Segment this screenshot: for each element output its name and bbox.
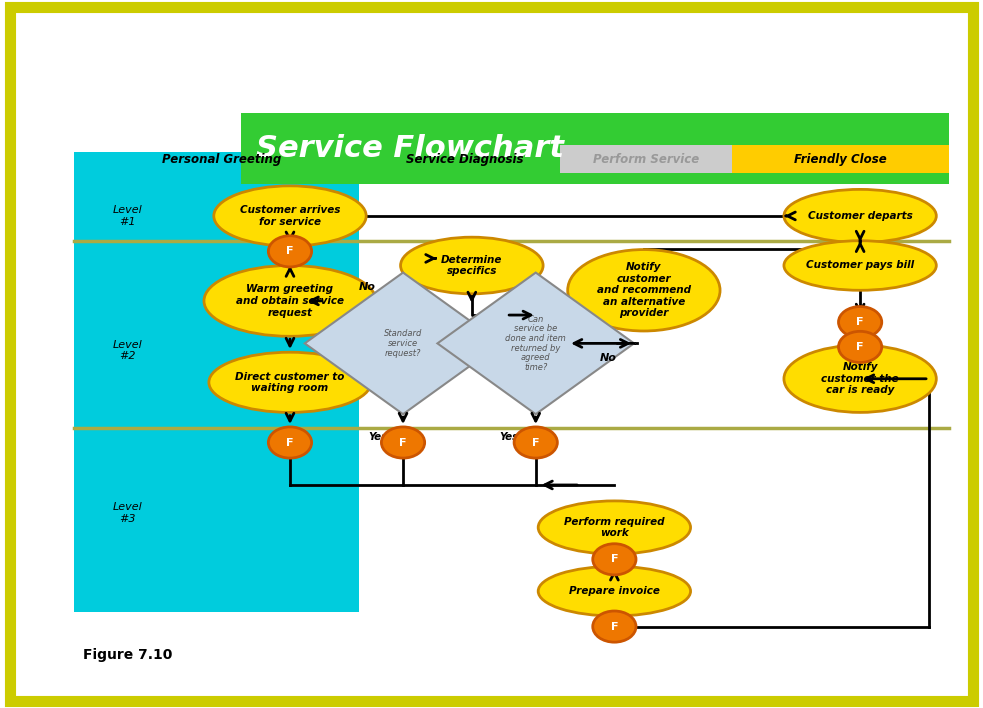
FancyBboxPatch shape — [15, 11, 968, 697]
Circle shape — [838, 331, 882, 362]
Polygon shape — [437, 273, 634, 414]
Text: Direct customer to
waiting room: Direct customer to waiting room — [235, 372, 345, 393]
Text: F: F — [286, 438, 294, 447]
Ellipse shape — [784, 241, 936, 290]
Text: Level
#1: Level #1 — [113, 205, 143, 227]
FancyBboxPatch shape — [369, 145, 560, 173]
Text: Can
service be
done and item
returned by
agreed
time?: Can service be done and item returned by… — [505, 314, 566, 372]
Text: Level
#3: Level #3 — [113, 503, 143, 524]
FancyBboxPatch shape — [732, 145, 949, 173]
Ellipse shape — [203, 266, 376, 336]
Text: Service Diagnosis: Service Diagnosis — [406, 153, 523, 166]
Text: Yes: Yes — [499, 432, 519, 442]
FancyBboxPatch shape — [241, 113, 949, 184]
Text: Service Flowchart: Service Flowchart — [256, 135, 563, 163]
Ellipse shape — [784, 190, 936, 243]
Ellipse shape — [401, 237, 543, 294]
Text: Standard
service
request?: Standard service request? — [383, 329, 423, 358]
Circle shape — [593, 544, 636, 575]
Text: No: No — [600, 353, 616, 362]
Text: Customer pays bill: Customer pays bill — [806, 261, 914, 270]
Circle shape — [381, 427, 425, 458]
Circle shape — [268, 236, 312, 267]
Ellipse shape — [213, 186, 366, 246]
Text: Perform required
work: Perform required work — [564, 517, 665, 538]
Text: No: No — [359, 282, 376, 292]
Text: F: F — [532, 438, 540, 447]
Text: F: F — [399, 438, 407, 447]
Text: Determine
specifics: Determine specifics — [441, 255, 502, 276]
Text: F: F — [610, 554, 618, 564]
FancyBboxPatch shape — [560, 145, 732, 173]
Text: F: F — [856, 317, 864, 327]
Text: Perform Service: Perform Service — [593, 153, 700, 166]
Circle shape — [838, 307, 882, 338]
Text: Yes: Yes — [369, 432, 388, 442]
Text: F: F — [286, 246, 294, 256]
Text: Friendly Close: Friendly Close — [794, 153, 887, 166]
Circle shape — [268, 427, 312, 458]
Ellipse shape — [539, 501, 690, 554]
Text: F: F — [610, 622, 618, 632]
Circle shape — [514, 427, 557, 458]
Text: Notify
customer the
car is ready: Notify customer the car is ready — [822, 362, 898, 395]
Text: Figure 7.10: Figure 7.10 — [84, 648, 172, 662]
Text: Customer arrives
for service: Customer arrives for service — [240, 205, 340, 227]
Ellipse shape — [784, 345, 936, 412]
Text: Personal Greeting: Personal Greeting — [161, 153, 281, 166]
Ellipse shape — [539, 566, 690, 616]
Circle shape — [593, 611, 636, 642]
Ellipse shape — [568, 250, 721, 331]
Text: Level
#2: Level #2 — [113, 340, 143, 361]
Text: Warm greeting
and obtain service
request: Warm greeting and obtain service request — [236, 285, 344, 317]
Text: F: F — [856, 342, 864, 352]
Polygon shape — [305, 273, 501, 414]
FancyBboxPatch shape — [74, 152, 359, 612]
Ellipse shape — [208, 353, 371, 412]
Text: Customer departs: Customer departs — [808, 211, 912, 221]
Text: Notify
customer
and recommend
an alternative
provider: Notify customer and recommend an alterna… — [597, 262, 691, 319]
Text: Prepare invoice: Prepare invoice — [569, 586, 660, 596]
